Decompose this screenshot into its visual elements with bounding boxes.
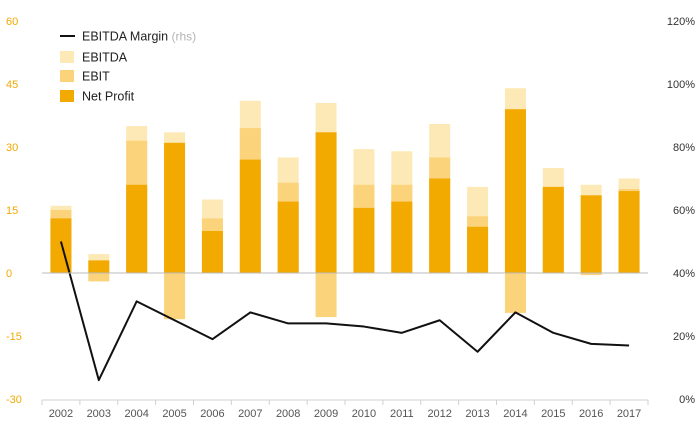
ebit-bar-2009 — [315, 273, 337, 318]
legend-label-net-profit: Net Profit — [82, 90, 135, 104]
legend: EBITDA Margin (rhs) EBITDA EBIT Net Profit — [60, 30, 196, 104]
x-tick-label-2006: 2006 — [200, 408, 224, 420]
net-profit-bar-2008 — [277, 201, 299, 273]
net-profit-bar-2005 — [164, 142, 186, 273]
x-tick-label-2008: 2008 — [276, 408, 300, 420]
net-profit-bar-2015 — [542, 186, 564, 273]
x-tick-label-2015: 2015 — [541, 408, 565, 420]
y-left-tick-label: 60 — [6, 16, 18, 28]
y-left-tick-label: 30 — [6, 142, 18, 154]
net-profit-bar-2006 — [201, 231, 223, 273]
x-tick-label-2013: 2013 — [465, 408, 489, 420]
y-right-tick-label: 120% — [667, 16, 695, 28]
x-tick-label-2010: 2010 — [352, 408, 376, 420]
y-left-tick-label: 0 — [6, 268, 12, 280]
net-profit-bar-2010 — [353, 207, 375, 273]
legend-label-ebitda-margin: EBITDA Margin (rhs) — [82, 30, 196, 44]
net-profit-bar-2011 — [391, 201, 413, 273]
axes-layer: 2002 2003 2004 2005 2006 2007 2008 2009 2010 2011… — [6, 16, 695, 420]
x-tick-label-2014: 2014 — [503, 408, 527, 420]
net-profit-bar-2004 — [126, 184, 148, 273]
legend-swatch-ebit — [60, 70, 74, 82]
legend-swatch-net-profit — [60, 90, 74, 102]
y-right-tick-label: 40% — [673, 268, 695, 280]
x-tick-label-2011: 2011 — [390, 408, 414, 420]
legend-note-rhs: (rhs) — [168, 30, 196, 44]
x-tick-label-2009: 2009 — [314, 408, 338, 420]
x-tick-label-2005: 2005 — [162, 408, 186, 420]
net-profit-bar-2007 — [239, 159, 261, 273]
y-left-tick-label: -15 — [6, 331, 22, 343]
net-profit-bar-2013 — [467, 226, 489, 273]
x-tick-label-2007: 2007 — [238, 408, 262, 420]
legend-label-ebit: EBIT — [82, 70, 110, 84]
x-tick-label-2012: 2012 — [427, 408, 451, 420]
ebit-bar-2014 — [504, 273, 526, 313]
legend-swatch-ebitda — [60, 51, 74, 63]
x-tick-label-2003: 2003 — [87, 408, 111, 420]
y-right-tick-label: 60% — [673, 205, 695, 217]
y-right-tick-label: 20% — [673, 331, 695, 343]
x-tick-label-2017: 2017 — [617, 408, 641, 420]
net-profit-bar-2012 — [429, 178, 451, 273]
net-profit-bar-2014 — [504, 109, 526, 273]
y-right-tick-label: 80% — [673, 142, 695, 154]
ebit-bar-2016 — [580, 273, 602, 276]
net-profit-bar-2016 — [580, 195, 602, 273]
net-profit-bar-2009 — [315, 132, 337, 273]
ebit-bar-2005 — [164, 273, 186, 320]
x-tick-label-2002: 2002 — [49, 408, 73, 420]
y-right-tick-label: 100% — [667, 79, 695, 91]
legend-label-ebitda: EBITDA — [82, 51, 128, 65]
y-left-tick-label: -30 — [6, 394, 22, 406]
y-left-tick-label: 45 — [6, 79, 18, 91]
ebitda-margin-line — [59, 241, 630, 382]
bars-layer — [50, 88, 640, 320]
net-profit-bar-2017 — [618, 191, 640, 273]
line-layer — [59, 241, 630, 382]
x-tick-label-2004: 2004 — [124, 408, 148, 420]
x-tick-label-2016: 2016 — [579, 408, 603, 420]
y-left-tick-label: 15 — [6, 205, 18, 217]
net-profit-bar-2003 — [88, 260, 110, 273]
y-right-tick-label: 0% — [679, 394, 695, 406]
ebit-bar-2003 — [88, 273, 110, 282]
